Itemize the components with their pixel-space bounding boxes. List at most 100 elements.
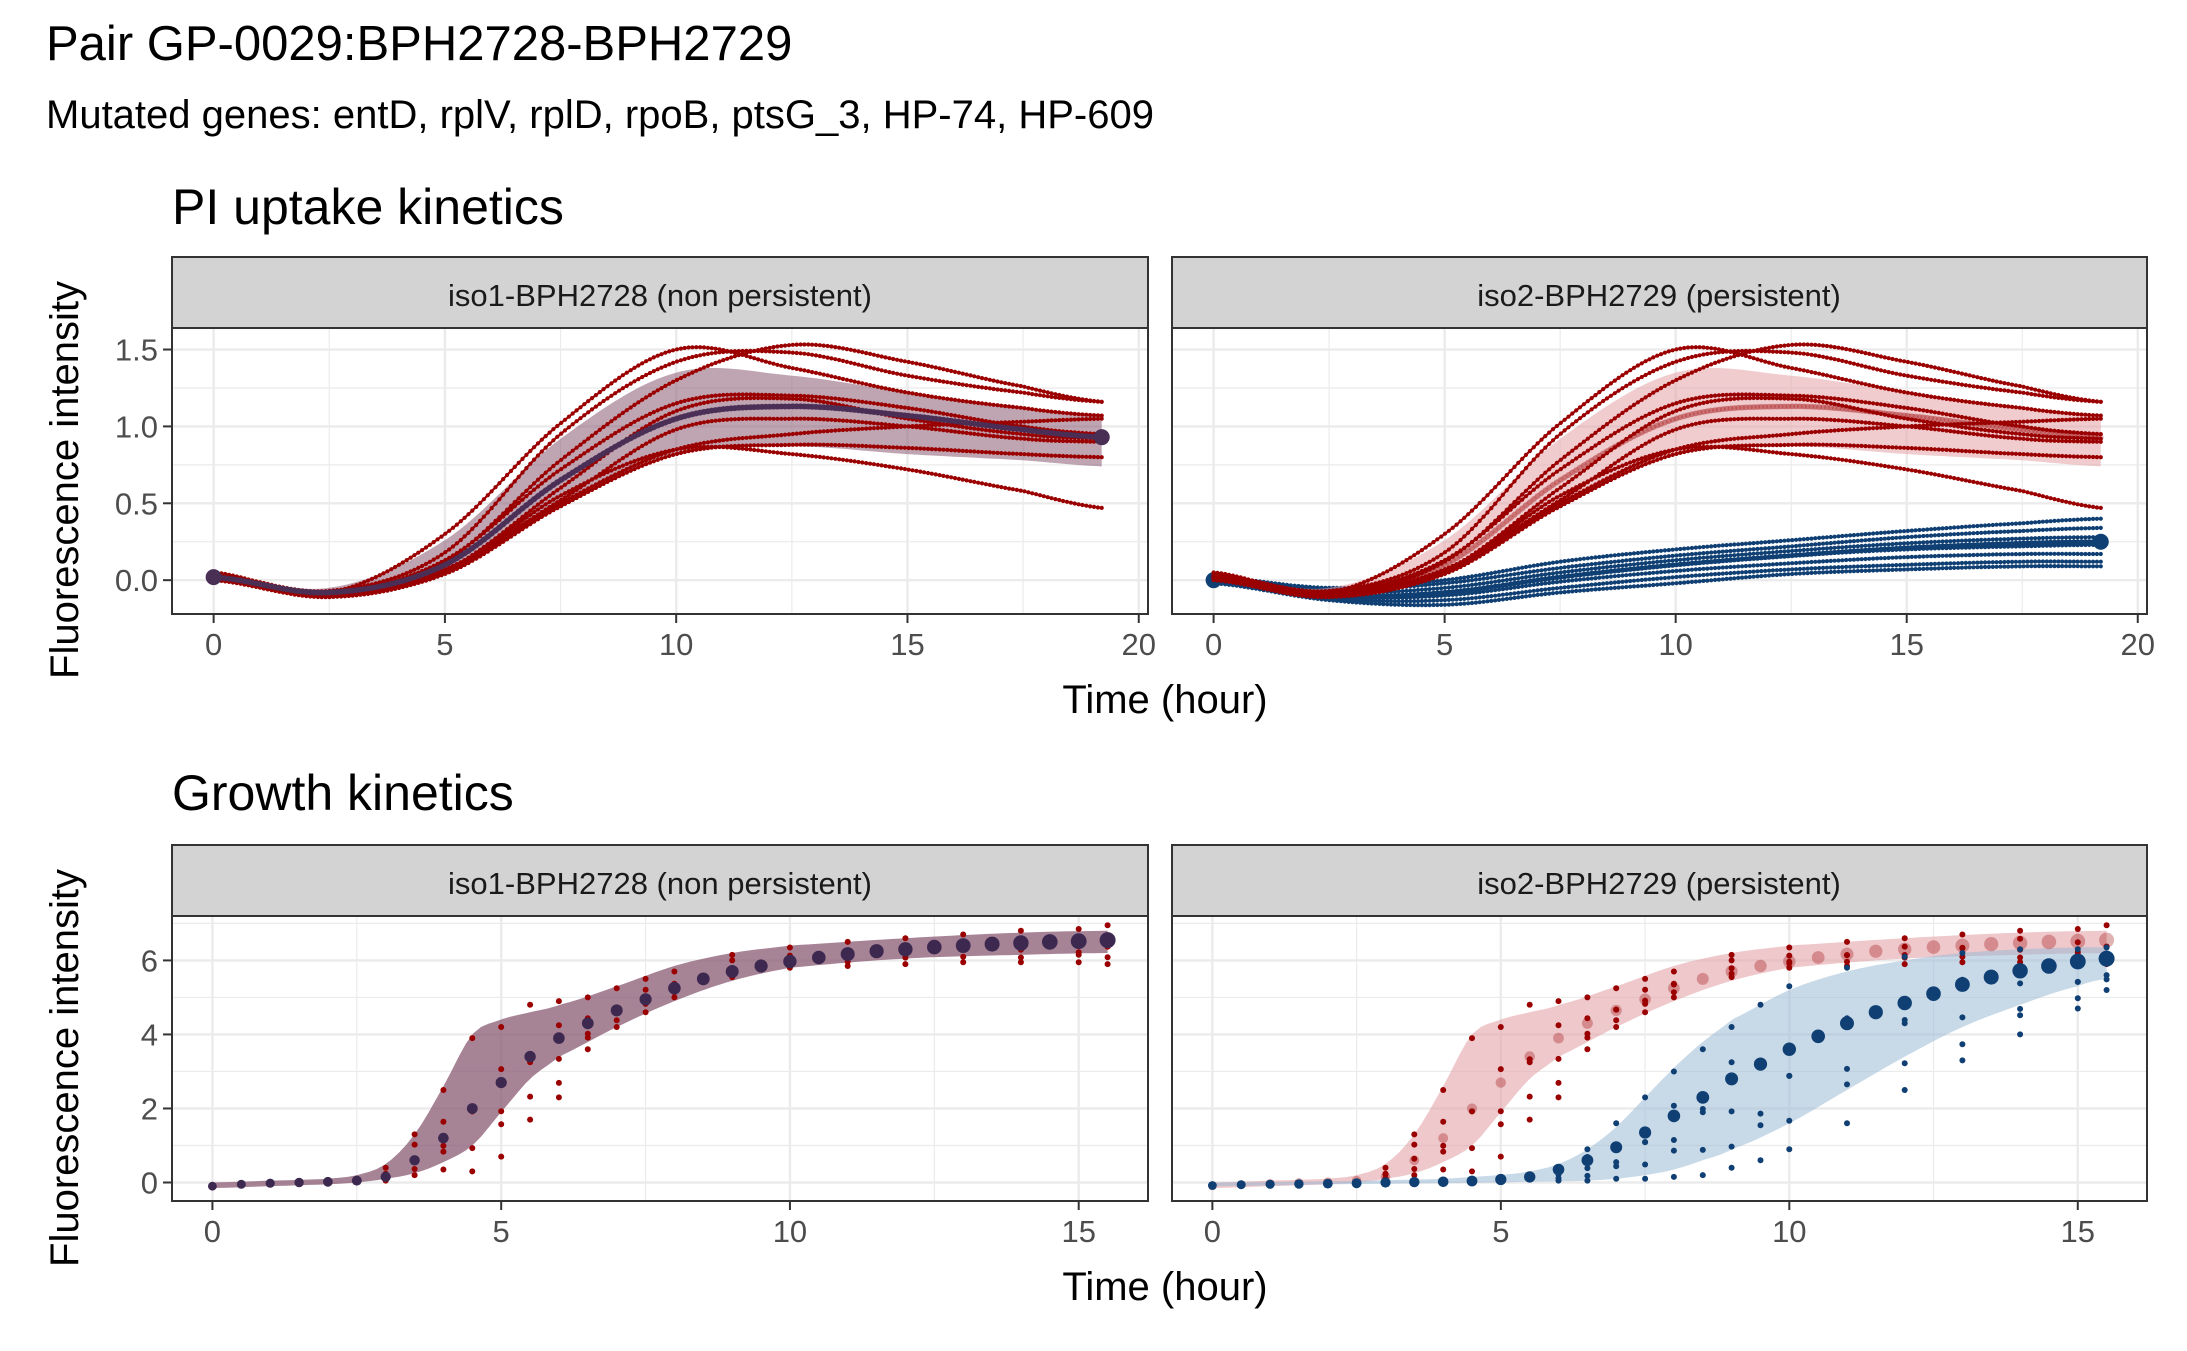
pi-blue-series-6-point [1998,564,2003,569]
pi-replicate-series-1-point [833,357,838,362]
pi-replicate-series-3-point [655,408,660,413]
pi-red-series-1-point [1693,354,1698,359]
pi-replicate-series-7-point [864,444,869,449]
pi-red-series-0-point [1948,397,1953,402]
pi-blue-series-4-point [1782,561,1787,566]
pi-red-series-2-point [1612,416,1617,421]
pi-blue-series-4-point [1925,554,1930,559]
pi-blue-series-0-point [1620,552,1625,557]
pi-replicate-series-5-point [443,567,448,572]
pi-replicate-series-7-point [690,448,695,453]
pi-replicate-series-0-point [377,573,382,578]
pi-blue-series-0-point [1450,577,1455,582]
pi-blue-series-1-point [1894,535,1899,540]
pi-blue-series-6-point [1913,567,1918,572]
pi-red-series-2-point [1759,347,1764,352]
pi-blue-series-6-point [2002,564,2007,569]
pi-replicate-series-0-point [427,542,432,547]
pi-red-series-1-point [1574,419,1579,424]
pi-replicate-series-0-point [802,368,807,373]
pi-replicate-series-8-point [601,471,606,477]
pi-blue-series-5-point [1404,599,1409,604]
pi-replicate-series-1-point [393,575,398,580]
pi-blue-series-4-point [1952,553,1957,558]
pi-replicate-series-2-point [566,451,572,456]
pi-blue-series-0-point [1647,549,1652,555]
pi-replicate-series-0-point [883,386,888,391]
pi-red-series-0-point [1701,345,1706,350]
pi-replicate-series-4-point [678,407,684,412]
pi-replicate-series-2-point [1053,392,1058,397]
pi-blue-series-4-point [1635,572,1640,577]
pi-blue-series-0-point [1944,526,1949,531]
pi-replicate-series-3-point [914,407,919,412]
pi-replicate-series-8-point [929,471,934,476]
pi-replicate-series-2-point [1061,393,1066,398]
pi-red-series-0-point [1493,485,1498,490]
pi-replicate-series-0-point [686,345,691,350]
pi-replicate-series-3-point [895,404,900,409]
pi-blue-series-6-point [1855,568,1860,574]
pi-replicate-series-8-point [806,453,811,458]
pi-blue-series-0-point [1504,568,1509,573]
pi-replicate-series-5-point [829,417,834,422]
pi-blue-series-5-point [1431,598,1436,603]
pi-blue-series-6-point [1392,602,1397,607]
pi-replicate-series-8-point [296,593,301,598]
pi-replicate-series-8-point [752,447,757,453]
pi-mean-series-start-point [205,569,222,586]
pi-blue-series-1-point [1824,541,1829,546]
pi-blue-series-5-point [1539,587,1544,593]
pi-blue-series-6-point [1423,603,1428,608]
pi-replicate-series-6-point [790,431,795,437]
pi-red-series-0-point [1415,550,1421,555]
pi-red-series-1-point [1496,497,1502,502]
pi-blue-series-1-point [1898,535,1903,540]
pi-blue-series-5-point [1589,582,1594,587]
pi-blue-series-6-point [1959,565,1964,570]
pi-replicate-series-0-point [918,392,923,397]
pi-red-series-0-point [1504,472,1509,478]
x-tick-label: 10 [659,627,693,662]
pi-red-series-1-point [2037,393,2042,398]
pi-replicate-series-0-point [481,497,486,502]
pi-replicate-series-1-point [906,373,911,378]
pi-replicate-series-7-point [1072,454,1077,459]
pi-replicate-series-8-point [960,477,965,482]
pi-replicate-series-1-point [837,357,842,363]
pi-blue-series-2-point [1631,562,1637,567]
pi-replicate-series-6-point [647,456,653,461]
pi-replicate-series-5-point [748,416,753,421]
pi-red-series-2-point [1836,345,1841,350]
pi-red-series-2-point [1952,369,1957,374]
pi-blue-series-6-point [1971,565,1976,570]
pi-red-series-0-point [1554,423,1559,429]
pi-blue-series-0-point [1539,562,1544,567]
pi-replicate-series-5-point [844,418,850,423]
pi-replicate-series-6-point [775,433,780,438]
pi-red-series-1-point [1419,563,1424,569]
pi-blue-series-6-point [1388,602,1394,607]
pi-blue-mean-series-end-point [2092,533,2109,550]
pi-blue-series-0-point [1786,538,1791,543]
pi-replicate-series-0-point [864,382,869,387]
pi-blue-series-5-point [1983,560,1988,565]
pi-red-series-2-point [1894,357,1899,362]
pi-replicate-series-4-point [1014,431,1019,436]
pi-blue-series-6-point [1442,602,1448,607]
pi-blue-series-4-point [1836,558,1841,563]
pi-replicate-series-3-point [601,438,606,443]
pi-blue-series-1-point [1774,545,1779,550]
pi-replicate-series-7-point [1010,451,1016,456]
pi-replicate-series-5-point [628,451,633,456]
pi-blue-series-5-point [1462,596,1467,602]
pi-replicate-series-8-point [462,560,467,565]
pi-replicate-series-3-point [535,484,541,489]
pi-blue-series-5-point [1516,590,1521,595]
pi-uptake-data-iso1 [205,342,1110,600]
pi-replicate-series-8-point [582,481,587,486]
pi-replicate-series-7-point [543,512,548,517]
pi-replicate-series-0-point [373,575,378,580]
pi-replicate-series-2-point [860,350,865,355]
pi-red-series-1-point [1821,354,1826,359]
